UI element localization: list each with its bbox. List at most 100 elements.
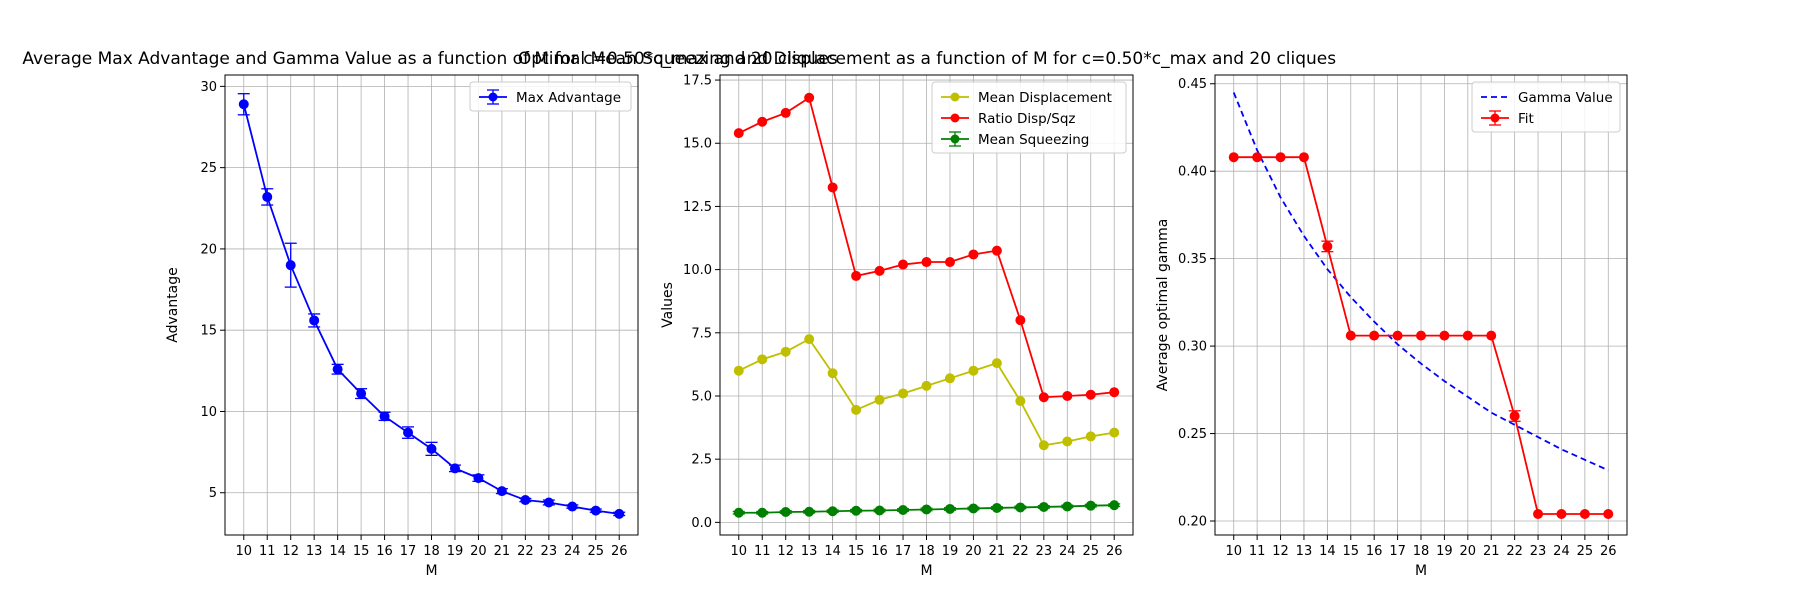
y-tick-label: 7.5 — [691, 326, 712, 341]
y-tick-label: 0.0 — [691, 516, 712, 531]
plot-frame — [1214, 74, 1628, 536]
data-point — [285, 260, 296, 271]
data-point — [1109, 427, 1120, 438]
data-point — [1439, 330, 1450, 341]
x-tick-label: 25 — [1577, 544, 1594, 559]
x-tick-label: 14 — [1319, 544, 1336, 559]
x-tick-label: 20 — [470, 544, 487, 559]
legend-marker — [950, 113, 960, 123]
x-tick-label: 16 — [871, 544, 888, 559]
series-layer — [1228, 92, 1614, 520]
data-point — [804, 506, 815, 517]
data-point — [1298, 152, 1309, 163]
data-point — [921, 380, 932, 391]
data-point — [1392, 330, 1403, 341]
x-tick-label: 18 — [1413, 544, 1430, 559]
x-tick-label: 17 — [400, 544, 417, 559]
data-point — [804, 334, 815, 345]
data-point — [379, 411, 390, 422]
data-point — [1416, 330, 1426, 341]
axis-ticks: 10 11 12 13 14 15 16 17 18 19 20 21 22 23 24 25 26 0.0 2.5… — [683, 74, 1122, 559]
x-tick-label: 19 — [447, 544, 464, 559]
y-axis-label: Advantage — [165, 267, 181, 343]
data-point — [1228, 152, 1239, 163]
data-point — [898, 504, 909, 515]
data-point — [1109, 387, 1120, 398]
data-point — [804, 92, 815, 103]
x-axis-label: M — [920, 563, 932, 579]
series-line — [1232, 92, 1609, 472]
data-point — [1252, 152, 1263, 163]
data-point — [1345, 330, 1356, 341]
series-layer — [237, 93, 626, 519]
legend-marker — [1490, 113, 1500, 123]
data-point — [1509, 411, 1520, 422]
legend-label: Ratio Disp/Sqz — [978, 111, 1075, 127]
y-tick-label: 5.0 — [691, 389, 712, 404]
data-point — [1038, 392, 1049, 403]
data-point — [757, 507, 768, 518]
x-tick-label: 22 — [1506, 544, 1523, 559]
data-point — [1109, 500, 1120, 511]
data-point — [827, 368, 838, 379]
data-point — [473, 473, 484, 484]
data-point — [898, 388, 909, 399]
x-tick-label: 13 — [306, 544, 323, 559]
y-axis-label: Average optimal gamma — [1155, 219, 1171, 392]
x-tick-label: 16 — [1366, 544, 1383, 559]
data-point — [827, 506, 838, 517]
data-point — [944, 373, 955, 384]
data-point — [309, 315, 320, 326]
data-point — [238, 99, 249, 110]
legend: Max Advantage — [469, 81, 632, 112]
data-point — [1015, 396, 1026, 407]
x-tick-label: 24 — [564, 544, 581, 559]
data-point — [991, 358, 1002, 369]
x-tick-label: 23 — [541, 544, 558, 559]
data-point — [780, 107, 791, 118]
axis-ticks: 10 11 12 13 14 15 16 17 18 19 20 21 22 23 24 25 26 0.20 0.… — [1178, 77, 1616, 559]
data-point — [874, 265, 885, 276]
x-tick-label: 14 — [824, 544, 841, 559]
legend-box — [931, 81, 1127, 154]
x-tick-label: 26 — [1106, 544, 1123, 559]
data-point — [1579, 509, 1590, 520]
chart-gamma: 10 11 12 13 14 15 16 17 18 19 20 21 22 23 24 25 26 0.20 0.… — [1155, 74, 1628, 579]
x-tick-label: 11 — [1249, 544, 1266, 559]
x-tick-label: 21 — [494, 544, 511, 559]
y-tick-label: 15 — [200, 324, 217, 339]
legend-label: Mean Displacement — [978, 90, 1112, 106]
data-point — [403, 427, 414, 438]
data-point — [1486, 330, 1497, 341]
legend-label: Fit — [1518, 111, 1534, 127]
x-tick-label: 26 — [611, 544, 628, 559]
y-tick-label: 0.25 — [1178, 427, 1207, 442]
x-tick-label: 23 — [1036, 544, 1053, 559]
x-tick-label: 15 — [848, 544, 865, 559]
data-point — [944, 503, 955, 514]
y-tick-label: 0.30 — [1178, 340, 1207, 355]
x-tick-label: 15 — [353, 544, 370, 559]
x-tick-label: 17 — [895, 544, 912, 559]
data-point — [968, 365, 979, 376]
data-point — [827, 182, 838, 193]
data-point — [1603, 509, 1614, 520]
data-point — [1462, 330, 1473, 341]
chart-advantage: 10 11 12 13 14 15 16 17 18 19 20 21 22 23 24 25 26 5 10 15 2… — [22, 49, 837, 579]
x-axis-label: M — [1415, 563, 1427, 579]
data-point — [1038, 440, 1049, 451]
data-point — [1275, 152, 1286, 163]
data-point — [968, 249, 979, 260]
y-tick-label: 0.40 — [1178, 165, 1207, 180]
data-point — [921, 257, 932, 268]
data-point — [874, 394, 885, 405]
y-tick-label: 15.0 — [683, 137, 712, 152]
data-point — [780, 507, 791, 517]
data-point — [356, 388, 367, 399]
series-layer — [732, 92, 1121, 518]
x-tick-label: 24 — [1553, 544, 1570, 559]
data-point — [733, 507, 744, 518]
legend: Mean Displacement Ratio Disp/Sqz Mean Sque… — [931, 81, 1127, 154]
x-tick-label: 10 — [235, 544, 252, 559]
data-point — [991, 245, 1002, 256]
